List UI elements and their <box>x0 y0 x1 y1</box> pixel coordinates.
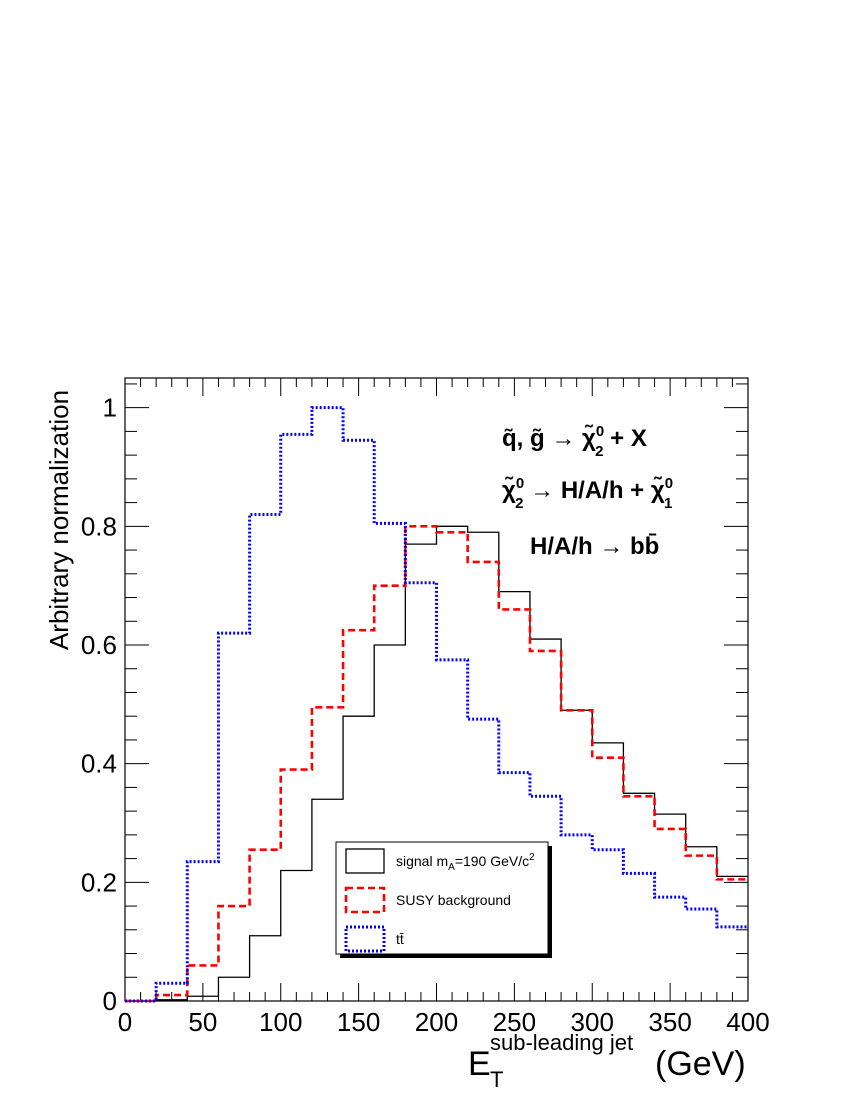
x-tick-label: 350 <box>648 1007 691 1037</box>
x-tick-label: 200 <box>415 1007 458 1037</box>
series-group <box>125 406 748 1003</box>
y-tick-label: 0 <box>103 986 117 1016</box>
annotation-line3: H/A/h → bb̄ <box>530 533 659 560</box>
annotation-line1-post: + X <box>604 425 647 452</box>
legend-label-part: signal m <box>396 853 448 869</box>
x-title-subscript: T <box>490 1067 503 1092</box>
x-axis-title: E T sub-leading jet (GeV) <box>468 1030 746 1092</box>
y-axis-title: Arbitrary normalization <box>44 390 74 650</box>
legend: signal mA=190 GeV/c2 SUSY background tt̄ <box>335 841 552 958</box>
annotation-line2-mid: → H/A/h + χ̃ <box>524 476 665 504</box>
x-tick-label: 100 <box>259 1007 302 1037</box>
process-annotation: q̃, g̃ → χ̃0 2 + X χ̃0 2 → H/A/h + χ̃0 1 H/… <box>502 423 673 560</box>
annotation-line2-sub1: 2 <box>515 495 523 512</box>
legend-box <box>335 841 549 955</box>
legend-entries: signal mA=190 GeV/c2 SUSY background tt̄ <box>344 848 535 953</box>
x-tick-label: 0 <box>118 1007 132 1037</box>
annotation-line2-pre: χ̃ <box>502 476 516 504</box>
legend-swatch-1 <box>344 886 386 914</box>
series-line-2 <box>125 406 748 1003</box>
x-title-superscript: sub-leading jet <box>490 1030 633 1055</box>
annotation-line1-sub: 2 <box>595 443 603 460</box>
series-line-1 <box>125 525 748 1003</box>
annotation-line1-sup: 0 <box>596 423 604 440</box>
annotation-line2-sup1: 0 <box>516 475 524 492</box>
legend-swatch-0 <box>345 848 385 874</box>
x-tick-label: 50 <box>188 1007 217 1037</box>
annotation-line2-sup2: 0 <box>665 475 673 492</box>
legend-swatch-2 <box>344 925 386 953</box>
x-tick-label: 150 <box>337 1007 380 1037</box>
annotation-line1-pre: q̃, g̃ → χ̃ <box>502 424 596 452</box>
y-tick-label: 0.6 <box>81 630 117 660</box>
legend-label-part: SUSY background <box>396 892 511 908</box>
series-line-0 <box>125 525 748 1002</box>
legend-label-2: tt̄ <box>396 931 404 947</box>
y-tick-label: 0.8 <box>81 511 117 541</box>
x-title-unit: (GeV) <box>655 1045 746 1083</box>
annotation-line1: q̃, g̃ → χ̃0 2 + X <box>502 423 647 460</box>
y-tick-label: 1 <box>103 393 117 423</box>
legend-label-1: SUSY background <box>396 892 511 908</box>
x-tick-label: 250 <box>493 1007 536 1037</box>
x-title-main: E <box>468 1045 491 1083</box>
legend-label-part: =190 GeV/c <box>455 853 529 869</box>
annotation-line2-sub2: 1 <box>664 495 672 512</box>
x-tick-label: 300 <box>571 1007 614 1037</box>
legend-label-0: signal mA=190 GeV/c2 <box>396 852 535 873</box>
legend-label-part: A <box>448 862 455 873</box>
legend-label-part: 2 <box>529 852 535 863</box>
x-tick-label: 400 <box>726 1007 769 1037</box>
y-tick-label: 0.2 <box>81 867 117 897</box>
y-tick-label: 0.4 <box>81 749 117 779</box>
legend-label-part: tt̄ <box>396 931 404 947</box>
annotation-line2: χ̃0 2 → H/A/h + χ̃0 1 <box>502 475 673 512</box>
